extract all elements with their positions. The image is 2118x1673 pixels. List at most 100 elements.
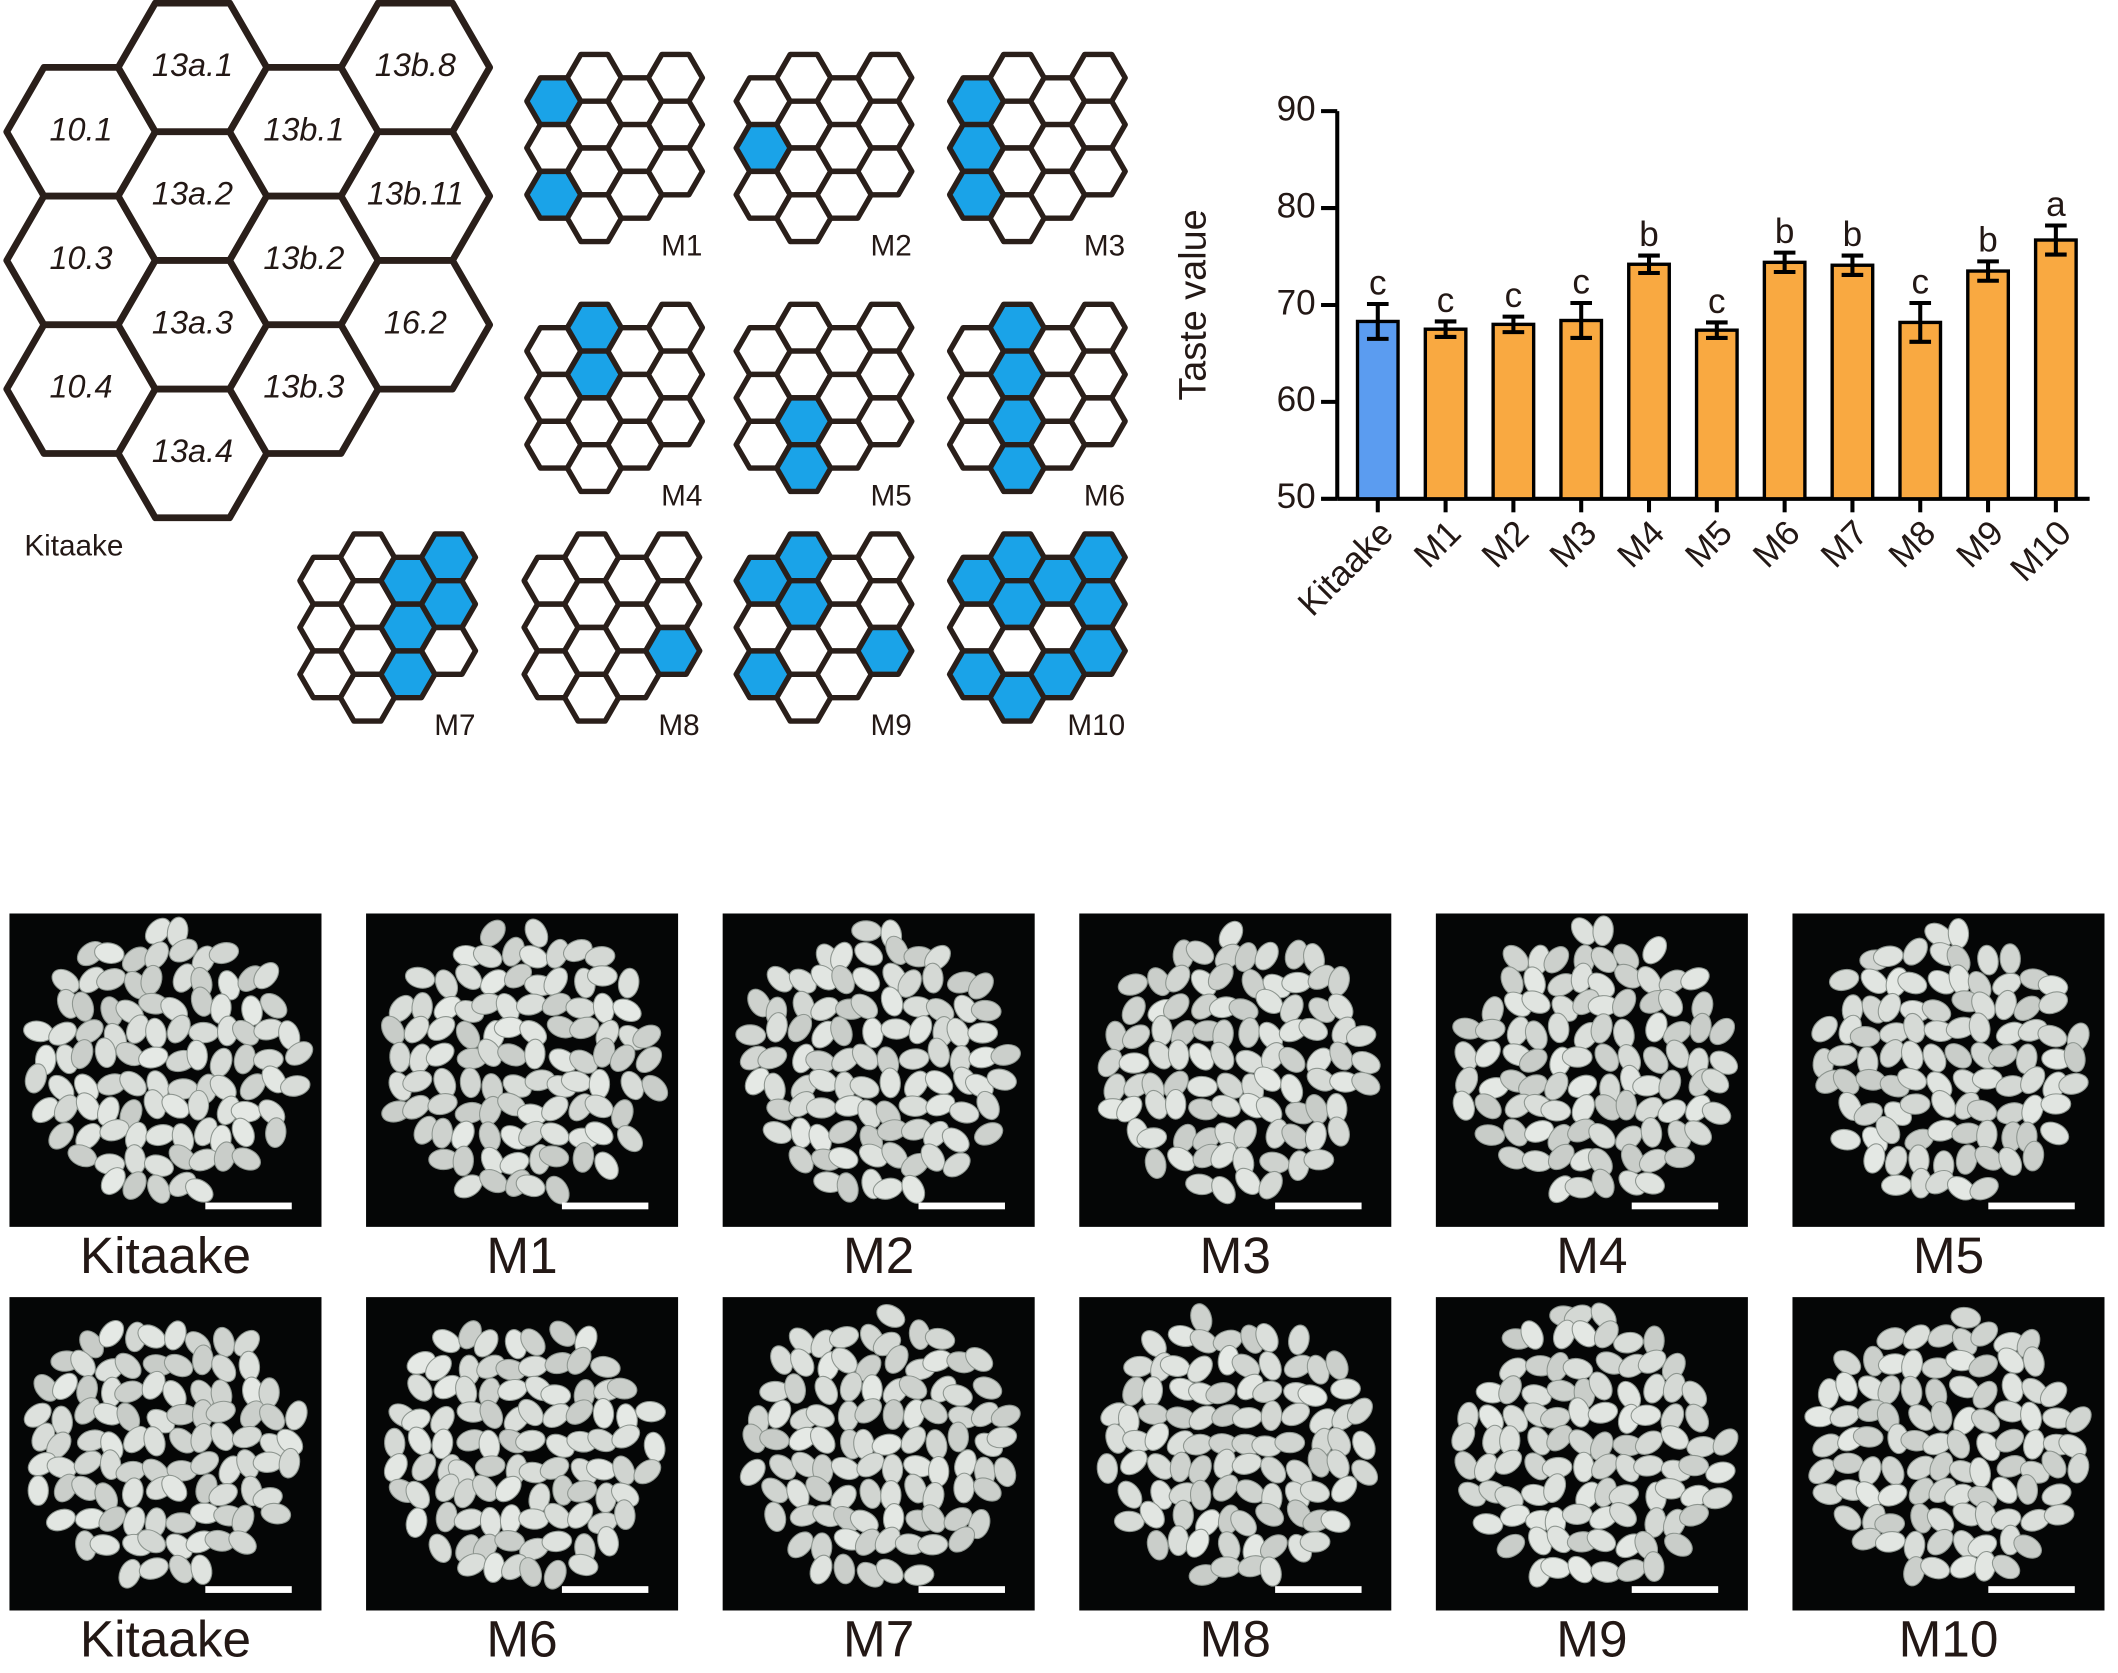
rice-grain <box>1899 1093 1931 1115</box>
rice-grain <box>1496 1533 1526 1559</box>
error-bar <box>1841 253 1864 277</box>
rice-grain <box>2022 1346 2045 1377</box>
bar <box>1491 322 1536 501</box>
rice-grain <box>1897 1067 1927 1091</box>
rice-grain <box>70 1039 94 1070</box>
rice-grain <box>520 1328 546 1356</box>
rice-grain <box>122 1171 147 1200</box>
rice-grain <box>2013 1534 2042 1559</box>
rice-grain <box>1612 988 1637 1018</box>
rice-grain <box>1709 1017 1736 1046</box>
rice-grain <box>1298 1017 1329 1041</box>
rice-grain <box>590 1355 621 1378</box>
rice-grain <box>1562 1357 1594 1380</box>
rice-grain <box>1995 1428 2025 1453</box>
error-bar <box>1706 320 1728 340</box>
mini-hex <box>855 578 915 631</box>
rice-grain <box>1991 1476 2018 1504</box>
rice-grain <box>953 1472 975 1504</box>
rice-grain <box>1835 1371 1858 1402</box>
mini-hex <box>855 395 915 448</box>
rice-grain <box>611 1099 634 1130</box>
rice-grain <box>1474 1124 1506 1146</box>
mini-hex <box>1068 348 1128 401</box>
mini-grid-label: M6 <box>1084 479 1125 512</box>
rice-grain <box>541 992 572 1017</box>
rice-grain <box>970 999 1002 1022</box>
rice-grain <box>850 993 879 1020</box>
mini-hex <box>855 51 915 104</box>
rice-grain <box>542 1403 571 1429</box>
rice-grain <box>973 1477 1002 1502</box>
rice-grain <box>232 1019 260 1046</box>
rice-grain <box>1096 1453 1119 1484</box>
rice-grain <box>519 1557 543 1587</box>
rice-grain <box>70 1349 96 1378</box>
rice-grain <box>1853 1102 1883 1126</box>
rice-grain <box>927 1455 950 1487</box>
rice-grain <box>1876 1327 1907 1351</box>
mini-hex <box>645 98 706 151</box>
rice-grain <box>1926 1528 1954 1556</box>
rice-grain <box>597 1526 619 1557</box>
rice-grain <box>859 1478 882 1509</box>
rice-grain <box>990 1404 1021 1428</box>
rice-grain <box>2022 1140 2045 1172</box>
rice-grain <box>1712 1428 1739 1456</box>
rice-grain <box>562 939 593 963</box>
rice-grain <box>472 944 503 969</box>
rice-grain <box>1147 1453 1174 1480</box>
rice-grain <box>1860 968 1889 995</box>
rice-grain <box>541 1530 573 1553</box>
mini-grid-label: M9 <box>871 709 912 742</box>
rice-grain <box>1309 1408 1337 1435</box>
rice-grain <box>1827 1044 1858 1067</box>
diagram-label: Kitaake <box>24 529 123 562</box>
rice-grain <box>614 1499 636 1530</box>
rice-grain <box>45 1508 76 1532</box>
rice-grain <box>517 1398 544 1427</box>
rice-grain <box>1570 917 1596 946</box>
x-tick-label: M2 <box>1474 513 1536 575</box>
rice-grain <box>27 1475 49 1506</box>
rice-grains <box>1097 920 1381 1205</box>
y-tick-label: 60 <box>1277 380 1316 419</box>
rice-grain <box>1139 1500 1165 1529</box>
rice-grain <box>1543 1473 1567 1503</box>
rice-grain <box>1702 1487 1733 1510</box>
rice-grain <box>616 1125 644 1153</box>
rice-grain <box>900 1426 927 1454</box>
rice-grain <box>451 1120 475 1150</box>
error-bar <box>1366 301 1389 341</box>
rice-grain <box>972 1376 1003 1400</box>
rice-grain <box>1543 946 1570 974</box>
rice-grain <box>1998 1146 2023 1176</box>
rice-grain <box>1303 1149 1335 1171</box>
scale-bar <box>205 1202 292 1210</box>
rice-grain <box>1663 1020 1692 1046</box>
rice-grain <box>430 1405 455 1435</box>
y-tick-label: 90 <box>1277 89 1316 128</box>
rice-grain <box>425 1042 455 1067</box>
scale-bar <box>918 1202 1005 1210</box>
x-tick-label: M4 <box>1610 513 1672 575</box>
rice-grain <box>185 1178 214 1203</box>
mini-hex <box>855 98 915 151</box>
rice-grain <box>259 1403 286 1431</box>
rice-grain <box>810 996 840 1022</box>
rice-grain <box>1561 1046 1593 1068</box>
rice-grain <box>1950 1306 1982 1329</box>
rice-grain <box>1705 1461 1736 1484</box>
rice-grain <box>1930 1401 1953 1432</box>
rice-grain <box>831 965 855 995</box>
rice-grain <box>854 941 884 966</box>
mini-grid-label: M10 <box>1067 709 1125 742</box>
rice-grain <box>584 1121 614 1146</box>
rice-grain <box>1146 1530 1169 1561</box>
mini-hex <box>642 578 703 631</box>
rice-grain <box>1352 1430 1376 1460</box>
rice-grain <box>1503 1118 1529 1147</box>
rice-grain <box>1259 1556 1282 1587</box>
rice-grain <box>96 968 126 991</box>
